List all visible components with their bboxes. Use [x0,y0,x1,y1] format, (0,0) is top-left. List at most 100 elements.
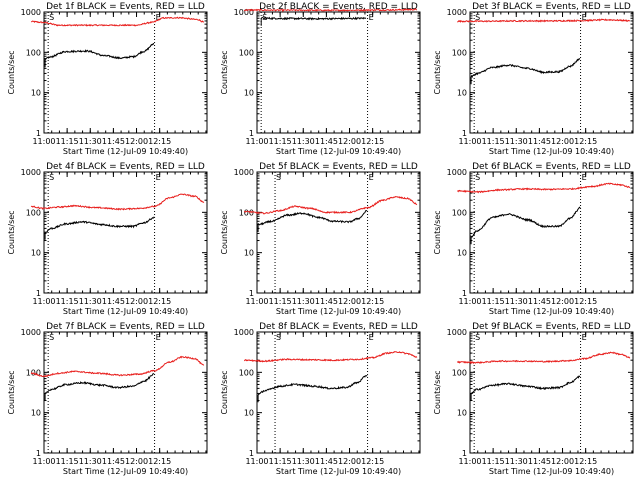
series-lld [456,351,631,365]
x-tick-label: 12:00 [551,457,574,466]
x-axis-label: Start Time (12-Jul-09 10:49:40) [276,467,401,476]
series-events [260,16,367,26]
series-events [257,209,368,232]
y-tick-label: 10 [244,89,254,98]
x-tick-label: 12:15 [148,137,171,146]
plot-frame [469,11,634,134]
x-tick-label: 12:15 [148,297,171,306]
y-tick-label: 1000 [21,8,41,17]
y-tick-label: 1000 [234,328,254,337]
x-axis-label: Start Time (12-Jul-09 10:49:40) [489,467,614,476]
y-tick-label: 1000 [447,328,467,337]
series-lld [30,16,205,27]
series-lld [30,193,205,211]
series-events [44,216,155,240]
x-tick-label: 11:15 [269,297,292,306]
marker-label-s: S [49,333,54,342]
y-tick-label: 100 [239,208,254,217]
panel-9: Det 9f BLACK = Events, RED = LLD 1 10 100 10… [433,322,634,476]
y-tick-label: 100 [26,208,41,217]
y-tick-label: 100 [239,368,254,377]
series-lld [243,8,417,12]
x-tick-label: 11:15 [56,137,79,146]
x-tick-label: 12:00 [125,137,148,146]
y-tick-label: 10 [244,249,254,258]
marker-label-s: S [262,13,267,22]
x-tick-label: 11:15 [269,137,292,146]
x-tick-label: 11:00 [245,457,268,466]
plot-frame [256,11,421,134]
panel-5: Det 5f BLACK = Events, RED = LLD 1 10 100 10… [220,162,421,316]
x-tick-label: 11:15 [56,457,79,466]
marker-label-s: S [49,173,54,182]
y-axis-label: Counts/sec [7,210,16,254]
x-tick-label: 11:15 [482,137,505,146]
marker-label-e: E [369,13,374,22]
panel-title: Det 3f BLACK = Events, RED = LLD [472,2,631,12]
x-tick-label: 12:15 [574,457,597,466]
x-tick-label: 12:15 [361,137,384,146]
x-tick-label: 11:30 [79,297,102,306]
y-axis-label: Counts/sec [433,210,442,254]
series-lld [457,18,630,23]
y-axis-label: Counts/sec [220,370,229,414]
plot-frame [469,331,634,454]
y-axis-label: Counts/sec [7,370,16,414]
y-axis-label: Counts/sec [7,50,16,94]
plot-frame [43,171,208,294]
y-tick-label: 10 [31,89,41,98]
plot-frame [43,11,208,134]
panel-title: Det 5f BLACK = Events, RED = LLD [259,162,418,172]
y-tick-label: 1 [462,129,467,138]
x-tick-label: 11:45 [102,457,125,466]
series-events [257,375,368,403]
x-tick-label: 11:00 [458,457,481,466]
marker-label-e: E [369,173,374,182]
panel-2: Det 2f BLACK = Events, RED = LLD 1 10 100 10… [220,2,421,156]
series-events [44,42,155,68]
x-tick-label: 11:15 [269,457,292,466]
panel-title: Det 6f BLACK = Events, RED = LLD [472,162,631,172]
y-tick-label: 1000 [21,328,41,337]
y-tick-label: 1000 [21,168,41,177]
x-tick-label: 11:00 [32,297,55,306]
marker-label-s: S [475,333,480,342]
x-tick-label: 11:30 [505,137,528,146]
x-axis-label: Start Time (12-Jul-09 10:49:40) [489,307,614,316]
marker-label-e: E [156,333,161,342]
panel-1: Det 1f BLACK = Events, RED = LLD 1 10 100 10… [7,2,208,156]
y-tick-label: 100 [452,48,467,57]
x-tick-label: 12:15 [361,297,384,306]
y-tick-label: 10 [244,409,254,418]
x-tick-label: 11:00 [245,297,268,306]
x-tick-label: 12:00 [338,137,361,146]
y-axis-label: Counts/sec [433,370,442,414]
series-events [44,373,155,401]
x-tick-label: 11:15 [482,457,505,466]
panel-3: Det 3f BLACK = Events, RED = LLD 1 10 100 10… [433,2,634,156]
y-tick-label: 1 [36,449,41,458]
x-axis-label: Start Time (12-Jul-09 10:49:40) [276,307,401,316]
x-tick-label: 11:45 [315,457,338,466]
x-tick-label: 11:45 [528,137,551,146]
panel-title: Det 7f BLACK = Events, RED = LLD [46,322,205,332]
x-tick-label: 12:15 [574,297,597,306]
x-tick-label: 11:45 [315,137,338,146]
x-tick-label: 12:00 [338,297,361,306]
x-tick-label: 11:45 [102,297,125,306]
marker-label-e: E [582,173,587,182]
y-tick-label: 100 [26,48,41,57]
y-tick-label: 1000 [447,8,467,17]
series-lld [243,196,418,215]
y-tick-label: 1 [249,289,254,298]
x-tick-label: 11:30 [79,457,102,466]
y-tick-label: 100 [452,368,467,377]
panel-title: Det 2f BLACK = Events, RED = LLD [259,2,418,12]
y-tick-label: 1000 [234,168,254,177]
x-tick-label: 12:15 [574,137,597,146]
x-tick-label: 11:00 [32,457,55,466]
x-tick-label: 11:45 [528,457,551,466]
series-events [470,375,581,401]
plot-frame [43,331,208,454]
